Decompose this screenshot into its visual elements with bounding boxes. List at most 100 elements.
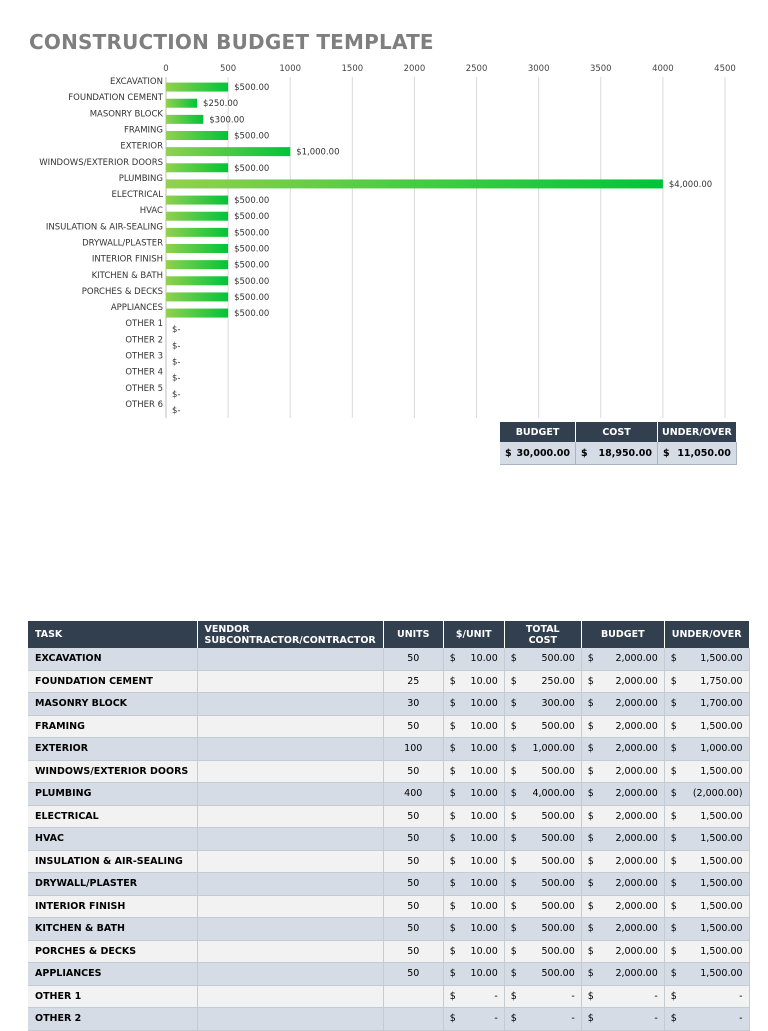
per-unit-cell[interactable]: $10.00 (443, 760, 505, 783)
under-over-cell[interactable]: $1,500.00 (664, 648, 750, 671)
total-cost-cell[interactable]: $500.00 (504, 805, 582, 828)
per-unit-cell[interactable]: $10.00 (443, 940, 505, 963)
budget-cell[interactable]: $2,000.00 (581, 670, 665, 693)
task-cell[interactable]: FRAMING (28, 715, 198, 738)
units-cell[interactable]: 50 (383, 648, 444, 671)
vendor-cell[interactable] (197, 760, 384, 783)
units-cell[interactable] (383, 1007, 444, 1031)
vendor-cell[interactable] (197, 872, 384, 896)
total-cost-cell[interactable]: $500.00 (504, 648, 582, 671)
task-cell[interactable]: APPLIANCES (28, 962, 198, 986)
task-cell[interactable]: INTERIOR FINISH (28, 895, 198, 918)
per-unit-cell[interactable]: $10.00 (443, 962, 505, 986)
total-cost-cell[interactable]: $500.00 (504, 895, 582, 918)
total-cost-cell[interactable]: $ - (504, 985, 582, 1008)
total-cost-cell[interactable]: $250.00 (504, 670, 582, 693)
under-over-cell[interactable]: $1,500.00 (664, 917, 750, 941)
vendor-cell[interactable] (197, 692, 384, 716)
under-over-cell[interactable]: $1,500.00 (664, 850, 750, 873)
under-over-cell[interactable]: $ - (664, 985, 750, 1008)
per-unit-cell[interactable]: $10.00 (443, 917, 505, 941)
vendor-cell[interactable] (197, 985, 384, 1008)
units-cell[interactable]: 400 (383, 782, 444, 806)
units-cell[interactable]: 100 (383, 737, 444, 761)
budget-cell[interactable]: $2,000.00 (581, 737, 665, 761)
total-cost-cell[interactable]: $300.00 (504, 692, 582, 716)
units-cell[interactable]: 50 (383, 827, 444, 851)
under-over-cell[interactable]: $1,500.00 (664, 827, 750, 851)
budget-cell[interactable]: $2,000.00 (581, 872, 665, 896)
task-cell[interactable]: MASONRY BLOCK (28, 692, 198, 716)
total-cost-cell[interactable]: $4,000.00 (504, 782, 582, 806)
vendor-cell[interactable] (197, 737, 384, 761)
vendor-cell[interactable] (197, 850, 384, 873)
per-unit-cell[interactable]: $10.00 (443, 805, 505, 828)
vendor-cell[interactable] (197, 895, 384, 918)
vendor-cell[interactable] (197, 805, 384, 828)
units-cell[interactable]: 50 (383, 895, 444, 918)
total-cost-cell[interactable]: $500.00 (504, 715, 582, 738)
under-over-cell[interactable]: $1,500.00 (664, 805, 750, 828)
units-cell[interactable]: 50 (383, 805, 444, 828)
budget-cell[interactable]: $2,000.00 (581, 782, 665, 806)
per-unit-cell[interactable]: $10.00 (443, 692, 505, 716)
per-unit-cell[interactable]: $10.00 (443, 895, 505, 918)
units-cell[interactable]: 50 (383, 715, 444, 738)
task-cell[interactable]: HVAC (28, 827, 198, 851)
vendor-cell[interactable] (197, 827, 384, 851)
budget-cell[interactable]: $2,000.00 (581, 692, 665, 716)
units-cell[interactable]: 25 (383, 670, 444, 693)
under-over-cell[interactable]: $1,500.00 (664, 760, 750, 783)
total-cost-cell[interactable]: $500.00 (504, 872, 582, 896)
under-over-cell[interactable]: $ (2,000.00) (664, 782, 750, 806)
per-unit-cell[interactable]: $10.00 (443, 715, 505, 738)
total-cost-cell[interactable]: $500.00 (504, 760, 582, 783)
budget-cell[interactable]: $2,000.00 (581, 850, 665, 873)
task-cell[interactable]: DRYWALL/PLASTER (28, 872, 198, 896)
total-cost-cell[interactable]: $500.00 (504, 940, 582, 963)
under-over-cell[interactable]: $1,750.00 (664, 670, 750, 693)
per-unit-cell[interactable]: $10.00 (443, 872, 505, 896)
budget-cell[interactable]: $2,000.00 (581, 760, 665, 783)
budget-cell[interactable]: $2,000.00 (581, 648, 665, 671)
total-cost-cell[interactable]: $500.00 (504, 827, 582, 851)
under-over-cell[interactable]: $ - (664, 1007, 750, 1031)
under-over-cell[interactable]: $1,500.00 (664, 895, 750, 918)
per-unit-cell[interactable]: $10.00 (443, 648, 505, 671)
per-unit-cell[interactable]: $10.00 (443, 827, 505, 851)
budget-cell[interactable]: $2,000.00 (581, 940, 665, 963)
total-cost-cell[interactable]: $ - (504, 1007, 582, 1031)
per-unit-cell[interactable]: $10.00 (443, 670, 505, 693)
budget-cell[interactable]: $2,000.00 (581, 827, 665, 851)
per-unit-cell[interactable]: $10.00 (443, 782, 505, 806)
units-cell[interactable]: 50 (383, 940, 444, 963)
total-cost-cell[interactable]: $500.00 (504, 917, 582, 941)
units-cell[interactable]: 50 (383, 962, 444, 986)
task-cell[interactable]: ELECTRICAL (28, 805, 198, 828)
total-cost-cell[interactable]: $500.00 (504, 962, 582, 986)
per-unit-cell[interactable]: $10.00 (443, 737, 505, 761)
under-over-cell[interactable]: $1,000.00 (664, 737, 750, 761)
vendor-cell[interactable] (197, 962, 384, 986)
budget-cell[interactable]: $2,000.00 (581, 715, 665, 738)
budget-cell[interactable]: $2,000.00 (581, 805, 665, 828)
under-over-cell[interactable]: $1,700.00 (664, 692, 750, 716)
task-cell[interactable]: OTHER 1 (28, 985, 198, 1008)
units-cell[interactable]: 50 (383, 917, 444, 941)
budget-cell[interactable]: $2,000.00 (581, 962, 665, 986)
vendor-cell[interactable] (197, 670, 384, 693)
units-cell[interactable]: 50 (383, 872, 444, 896)
units-cell[interactable] (383, 985, 444, 1008)
under-over-cell[interactable]: $1,500.00 (664, 715, 750, 738)
task-cell[interactable]: WINDOWS/EXTERIOR DOORS (28, 760, 198, 783)
task-cell[interactable]: PORCHES & DECKS (28, 940, 198, 963)
task-cell[interactable]: KITCHEN & BATH (28, 917, 198, 941)
per-unit-cell[interactable]: $10.00 (443, 850, 505, 873)
budget-cell[interactable]: $ - (581, 985, 665, 1008)
budget-cell[interactable]: $ - (581, 1007, 665, 1031)
task-cell[interactable]: PLUMBING (28, 782, 198, 806)
budget-cell[interactable]: $2,000.00 (581, 917, 665, 941)
total-cost-cell[interactable]: $500.00 (504, 850, 582, 873)
under-over-cell[interactable]: $1,500.00 (664, 940, 750, 963)
units-cell[interactable]: 30 (383, 692, 444, 716)
